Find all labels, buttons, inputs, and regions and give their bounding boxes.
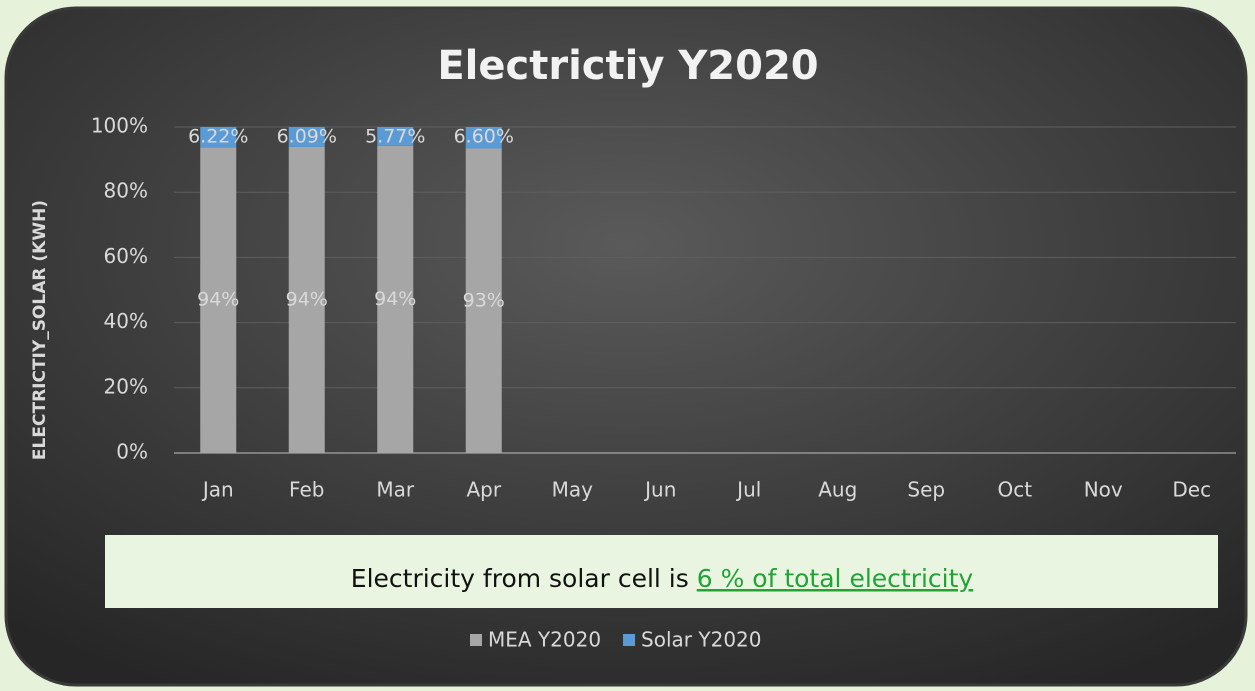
- bar-segment: [200, 127, 237, 148]
- y-tick-label: 60%: [104, 244, 148, 268]
- annotation-box: [105, 535, 1218, 608]
- legend-swatch: [623, 634, 636, 646]
- x-tick-label: Sep: [907, 478, 945, 502]
- chart-title: Electrictiy Y2020: [437, 43, 818, 89]
- data-label: 6.22%: [188, 126, 248, 148]
- annotation-highlight: 6 % of total electricity: [697, 564, 974, 593]
- legend-label: MEA Y2020: [488, 628, 601, 652]
- x-tick-label: Feb: [289, 478, 324, 502]
- bar-segment: [377, 145, 414, 454]
- data-label: 93%: [463, 289, 505, 311]
- x-tick-label: Jul: [735, 478, 761, 502]
- bar-segment: [465, 148, 502, 454]
- bar-segment: [377, 127, 414, 146]
- bar-segment: [465, 127, 502, 149]
- y-axis-label: ELECTRICTIY_SOLAR (KWH): [30, 200, 50, 460]
- bar-segment: [288, 146, 325, 453]
- x-tick-label: Apr: [466, 478, 501, 502]
- x-tick-label: Nov: [1084, 478, 1123, 502]
- data-label: 6.09%: [277, 126, 337, 148]
- y-tick-label: 100%: [91, 114, 148, 138]
- x-tick-label: Aug: [818, 478, 857, 502]
- data-label: 94%: [286, 288, 328, 310]
- annotation: Electricity from solar cell is 6 % of to…: [351, 564, 974, 593]
- x-tick-label: Jan: [201, 478, 234, 502]
- x-tick-label: May: [552, 478, 594, 502]
- y-tick-label: 0%: [116, 440, 148, 464]
- y-tick-label: 20%: [104, 374, 148, 398]
- x-tick-label: Mar: [376, 478, 415, 502]
- y-tick-label: 80%: [104, 179, 148, 203]
- data-label: 5.77%: [365, 126, 425, 148]
- x-tick-label: Dec: [1172, 478, 1211, 502]
- data-label: 94%: [197, 289, 239, 311]
- bar-segment: [200, 147, 237, 453]
- x-tick-label: Oct: [997, 478, 1032, 502]
- x-tick-label: Jun: [643, 478, 676, 502]
- y-tick-label: 40%: [104, 309, 148, 333]
- bar-segment: [288, 127, 325, 147]
- legend-label: Solar Y2020: [641, 628, 761, 652]
- data-label: 6.60%: [454, 126, 514, 148]
- legend-swatch: [470, 634, 482, 646]
- annotation-text: Electricity from solar cell is: [351, 564, 697, 593]
- data-label: 94%: [374, 288, 416, 310]
